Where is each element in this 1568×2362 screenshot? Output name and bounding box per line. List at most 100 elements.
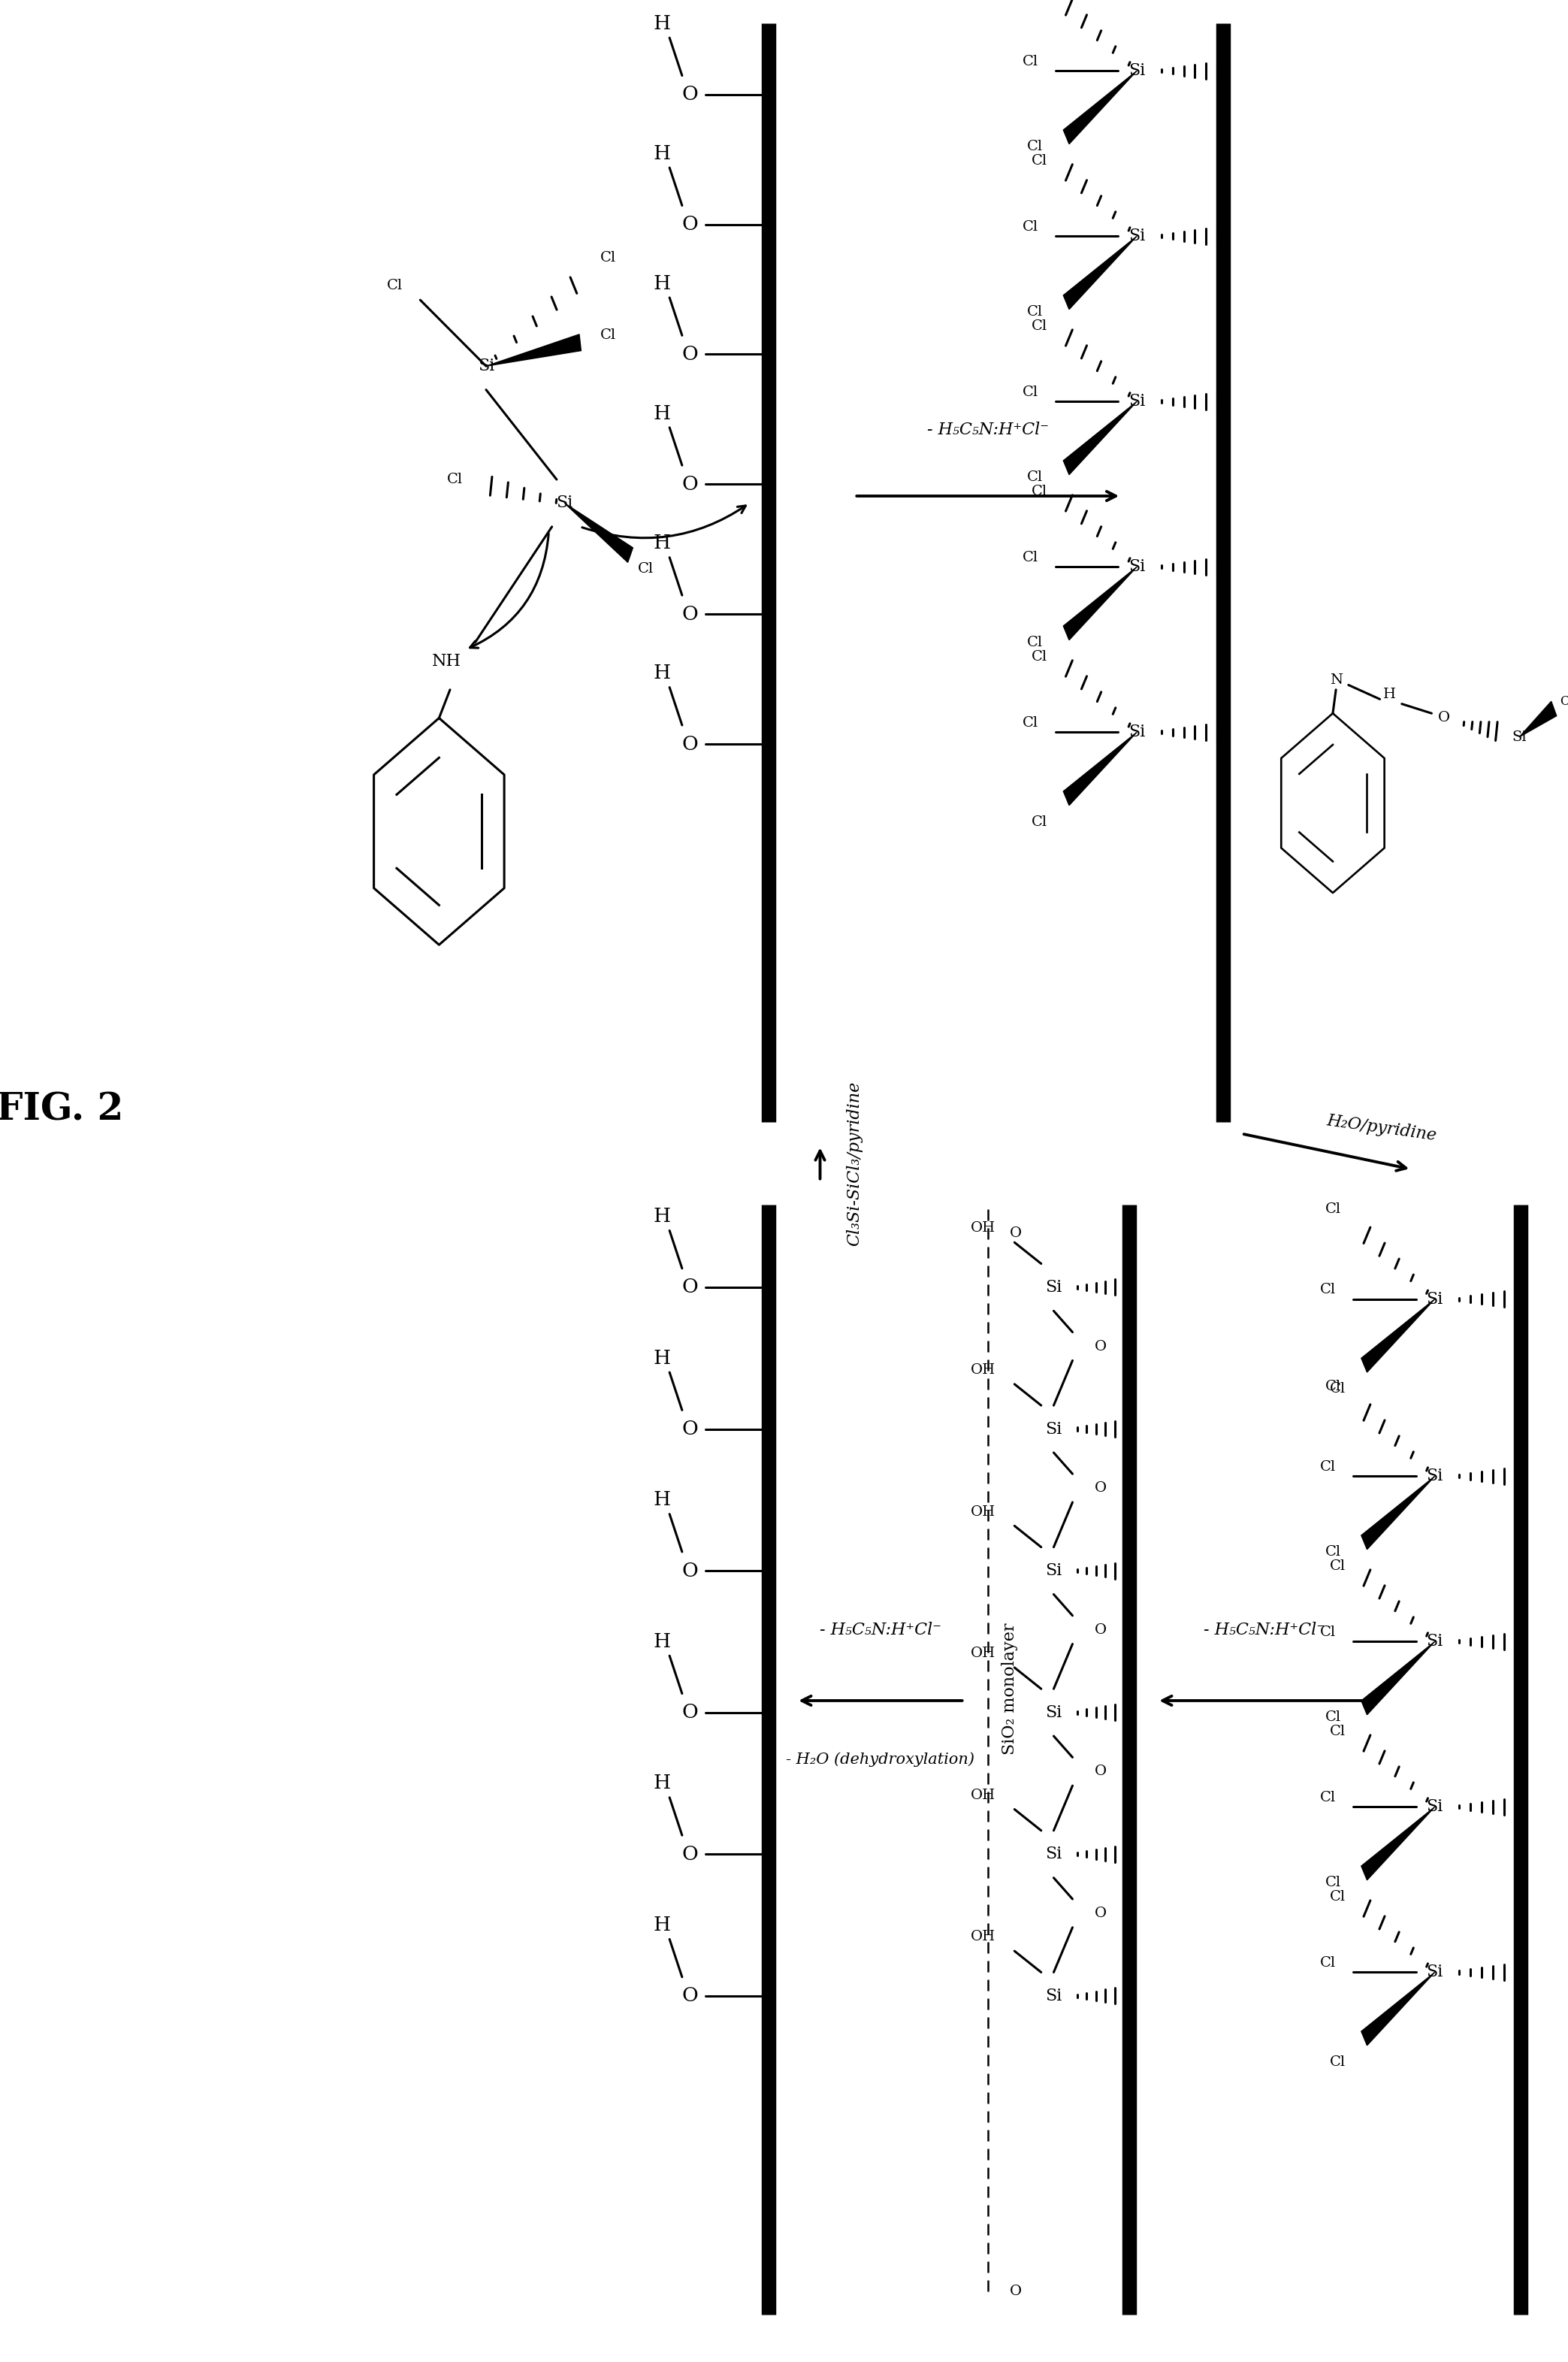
- Text: Si: Si: [1129, 229, 1145, 243]
- Text: Cl: Cl: [1330, 1559, 1345, 1573]
- Polygon shape: [1361, 1476, 1435, 1549]
- Text: H: H: [1383, 687, 1396, 702]
- Text: H: H: [652, 14, 671, 33]
- Text: Si: Si: [1129, 560, 1145, 574]
- Text: O: O: [682, 1561, 698, 1580]
- Text: O: O: [682, 85, 698, 104]
- Text: Si: Si: [557, 496, 572, 510]
- Polygon shape: [1361, 1807, 1435, 1880]
- Polygon shape: [1063, 402, 1137, 475]
- Polygon shape: [564, 503, 633, 562]
- Text: OH: OH: [971, 1930, 996, 1944]
- Text: Cl: Cl: [1032, 815, 1047, 829]
- Polygon shape: [1063, 732, 1137, 805]
- Text: Cl: Cl: [387, 279, 403, 293]
- Text: H: H: [652, 1916, 671, 1934]
- Text: O: O: [1094, 1481, 1107, 1495]
- Text: - H₅C₅N:H⁺Cl⁻: - H₅C₅N:H⁺Cl⁻: [1204, 1623, 1325, 1637]
- Text: Cl: Cl: [1330, 1890, 1345, 1904]
- Text: O: O: [1438, 711, 1450, 725]
- Text: Si: Si: [1046, 1847, 1062, 1861]
- Text: SiO₂ monolayer: SiO₂ monolayer: [1002, 1623, 1018, 1755]
- Text: FIG. 2: FIG. 2: [0, 1091, 124, 1129]
- Text: Cl: Cl: [1325, 1710, 1341, 1724]
- Text: O: O: [682, 345, 698, 364]
- Text: Cl₃Si-SiCl₃/pyridine: Cl₃Si-SiCl₃/pyridine: [847, 1082, 862, 1245]
- Text: OH: OH: [971, 1788, 996, 1802]
- Text: Cl: Cl: [1022, 385, 1038, 399]
- Text: - H₅C₅N:H⁺Cl⁻: - H₅C₅N:H⁺Cl⁻: [927, 423, 1049, 437]
- Text: O: O: [1094, 1339, 1107, 1353]
- Text: Si: Si: [1046, 1422, 1062, 1436]
- Text: O: O: [682, 215, 698, 234]
- Text: O: O: [682, 1845, 698, 1864]
- Text: Cl: Cl: [1325, 1545, 1341, 1559]
- Text: Si: Si: [478, 359, 494, 373]
- Text: Si: Si: [1427, 1469, 1443, 1483]
- Text: H: H: [652, 1632, 671, 1651]
- Text: O: O: [682, 1420, 698, 1438]
- Text: O: O: [682, 605, 698, 624]
- Text: O: O: [682, 1986, 698, 2005]
- Text: OH: OH: [971, 1363, 996, 1377]
- Text: H: H: [652, 404, 671, 423]
- Text: Cl: Cl: [1560, 694, 1568, 709]
- Text: N: N: [1330, 673, 1342, 687]
- Text: Cl: Cl: [1032, 484, 1047, 498]
- Text: Cl: Cl: [1330, 2055, 1345, 2069]
- Text: Cl: Cl: [1320, 1956, 1336, 1970]
- Text: Cl: Cl: [1022, 54, 1038, 68]
- Text: Si: Si: [1046, 1705, 1062, 1720]
- Text: Cl: Cl: [1032, 319, 1047, 333]
- Text: Si: Si: [1512, 730, 1527, 744]
- Text: Cl: Cl: [1027, 635, 1043, 650]
- Polygon shape: [1361, 1299, 1435, 1372]
- Polygon shape: [1063, 567, 1137, 640]
- Text: Cl: Cl: [1325, 1875, 1341, 1890]
- Polygon shape: [1063, 71, 1137, 144]
- Text: Si: Si: [1427, 1292, 1443, 1306]
- Text: Si: Si: [1427, 1635, 1443, 1649]
- Text: O: O: [682, 1703, 698, 1722]
- Text: H: H: [652, 1207, 671, 1226]
- Text: Cl: Cl: [1325, 1202, 1341, 1216]
- Text: Cl: Cl: [1330, 1382, 1345, 1396]
- Text: Cl: Cl: [1320, 1460, 1336, 1474]
- Text: OH: OH: [971, 1646, 996, 1660]
- Text: Cl: Cl: [1022, 550, 1038, 565]
- Text: O: O: [682, 475, 698, 494]
- Text: OH: OH: [971, 1221, 996, 1235]
- Text: Cl: Cl: [1320, 1625, 1336, 1639]
- Text: O: O: [1094, 1623, 1107, 1637]
- Text: OH: OH: [971, 1505, 996, 1519]
- Text: H: H: [652, 1490, 671, 1509]
- Text: - H₂O (dehydroxylation): - H₂O (dehydroxylation): [786, 1753, 975, 1767]
- Text: Si: Si: [1046, 1280, 1062, 1294]
- Text: Si: Si: [1129, 64, 1145, 78]
- Text: Cl: Cl: [1325, 1379, 1341, 1394]
- Text: Cl: Cl: [1027, 305, 1043, 319]
- Text: Cl: Cl: [1320, 1283, 1336, 1297]
- Text: Cl: Cl: [1022, 220, 1038, 234]
- Text: Cl: Cl: [1027, 470, 1043, 484]
- Text: Cl: Cl: [638, 562, 654, 576]
- Text: Si: Si: [1046, 1989, 1062, 2003]
- Text: Si: Si: [1427, 1800, 1443, 1814]
- Text: H: H: [652, 534, 671, 553]
- Text: H: H: [652, 274, 671, 293]
- Text: Cl: Cl: [601, 328, 616, 342]
- Text: Cl: Cl: [447, 472, 463, 487]
- Text: H₂O/pyridine: H₂O/pyridine: [1325, 1113, 1438, 1143]
- Text: Si: Si: [1129, 394, 1145, 409]
- Text: Si: Si: [1427, 1965, 1443, 1979]
- Text: H: H: [652, 664, 671, 683]
- Text: Cl: Cl: [1032, 154, 1047, 168]
- Text: H: H: [652, 1774, 671, 1793]
- Text: Cl: Cl: [601, 250, 616, 265]
- Text: O: O: [1094, 1906, 1107, 1920]
- Text: Cl: Cl: [1330, 1724, 1345, 1738]
- Text: Cl: Cl: [1027, 139, 1043, 154]
- Text: - H₅C₅N:H⁺Cl⁻: - H₅C₅N:H⁺Cl⁻: [820, 1623, 941, 1637]
- Polygon shape: [486, 335, 582, 366]
- Text: H: H: [652, 1349, 671, 1368]
